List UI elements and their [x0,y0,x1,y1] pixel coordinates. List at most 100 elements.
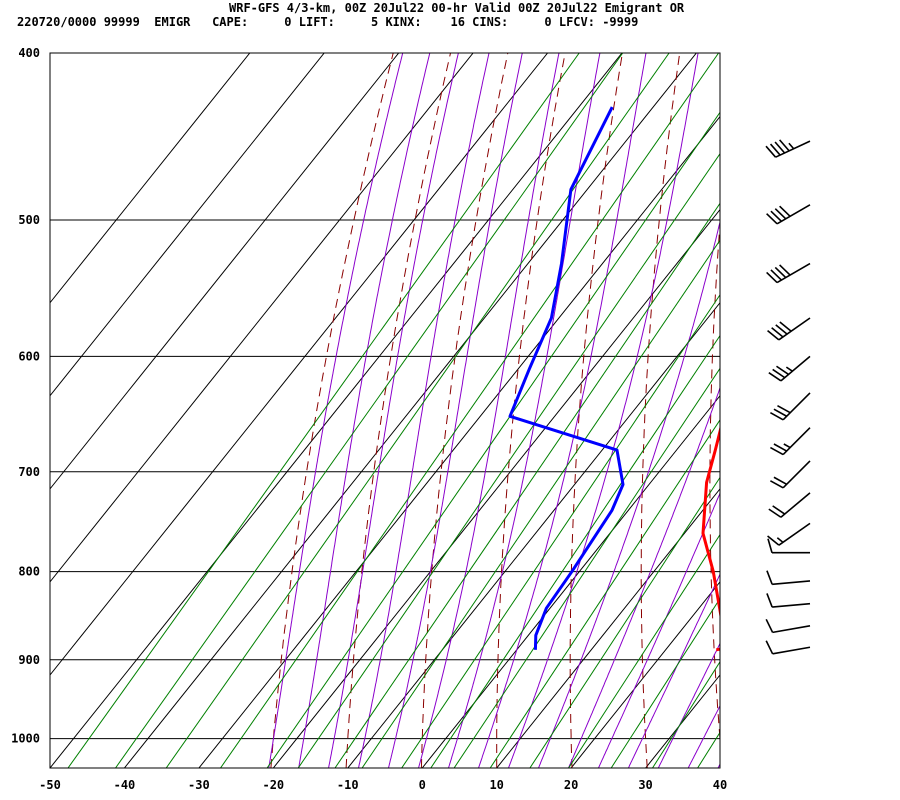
dry-adiabat [420,53,509,768]
barb-staff [780,355,811,382]
barb-feather [773,443,788,452]
y-tick-label: 400 [18,46,40,60]
mixing-ratio-line [489,419,720,768]
barb-half-feather [785,366,793,372]
barb-feather [770,210,782,222]
barb-feather [779,139,790,152]
y-tick-label: 700 [18,465,40,479]
isotherm-0 [421,394,720,768]
wind-barb [766,204,811,225]
barb-feather [766,570,773,585]
x-tick-label: -30 [188,778,210,792]
barb-feather [773,408,788,417]
mixing-ratio-line [529,476,720,768]
barb-feather [770,480,784,489]
moist-adiabat [627,573,720,768]
isotherm--90 [50,53,325,397]
moist-adiabat [298,53,431,768]
dry-adiabat [496,53,566,768]
barb-staff [772,602,811,608]
mixing-ratio-line [453,367,720,768]
isotherm-20 [570,581,720,768]
barb-staff [778,522,811,546]
mixing-ratio-line [165,53,670,768]
mixing-ratio-line [115,53,624,768]
barb-half-feather [783,443,791,449]
wind-barb [768,492,811,518]
isotherm-30 [645,674,720,768]
barb-staff [782,460,811,489]
chart-title: WRF-GFS 4/3-km, 00Z 20Jul22 00-hr Valid … [229,1,685,15]
moist-adiabat [717,763,720,768]
isotherm--60 [50,53,548,676]
barb-feather [767,538,773,553]
x-tick-label: -10 [337,778,359,792]
barb-staff [782,392,811,421]
moist-adiabat [507,53,699,768]
wind-barb [770,460,811,489]
barb-staff [776,204,811,225]
moist-adiabat [744,49,900,775]
barb-feather [767,535,780,546]
isotherm--80 [50,53,400,490]
wind-barb [770,392,811,421]
barb-staff [775,140,811,158]
x-tick-label: 30 [638,778,652,792]
barb-staff [772,580,811,586]
barb-feather [779,321,792,332]
dry-adiabat [841,53,873,768]
grid-lines [50,49,900,775]
barb-feather [772,505,786,515]
moist-adiabat [537,219,720,768]
barb-feather [779,205,791,217]
x-tick-label: 40 [713,778,727,792]
barb-staff [776,262,811,284]
wind-barb [766,593,811,608]
moist-adiabat [328,53,459,768]
mixing-ratio-line [334,202,720,768]
mixing-ratio-line [67,53,580,768]
wind-barb [767,538,810,554]
barb-staff [780,492,811,518]
dry-adiabat [709,218,720,745]
x-tick-label: 0 [419,778,426,792]
mixing-ratio-line [220,53,720,768]
barb-half-feather [788,142,795,150]
barb-feather [777,404,791,414]
barb-feather [766,271,778,284]
wind-barb [768,355,811,382]
moist-adiabat [417,53,560,768]
isotherm-40 [719,767,720,768]
y-tick-label: 600 [18,349,40,363]
barb-feather [774,266,787,279]
dry-adiabat [345,53,451,768]
dewpoint-line [508,106,625,650]
y-tick-label: 1000 [11,732,40,746]
temperature-line [701,425,720,652]
y-tick-label: 800 [18,565,40,579]
mixing-ratio-line [610,597,720,768]
barb-feather [766,213,778,225]
barb-feather [770,269,782,281]
isotherm--20 [272,208,720,768]
dry-adiabat [569,53,623,768]
moist-adiabat [268,53,404,768]
wind-barb [766,262,811,284]
barb-staff [772,625,811,634]
isotherm--50 [50,53,623,768]
barb-feather [765,145,777,158]
isotherm--40 [124,53,697,768]
moist-adiabat [774,49,900,775]
wind-barb [767,317,811,341]
isotherm-10 [496,488,720,768]
plot-frame [49,52,721,769]
barb-feather [768,508,782,518]
mixing-ratio-line [697,731,720,768]
wind-barb [767,522,811,546]
moist-adiabat [567,386,720,768]
mixing-ratio-line [430,334,720,768]
wind-barb [765,139,811,158]
moist-adiabat [597,491,720,768]
barb-feather [765,618,774,633]
